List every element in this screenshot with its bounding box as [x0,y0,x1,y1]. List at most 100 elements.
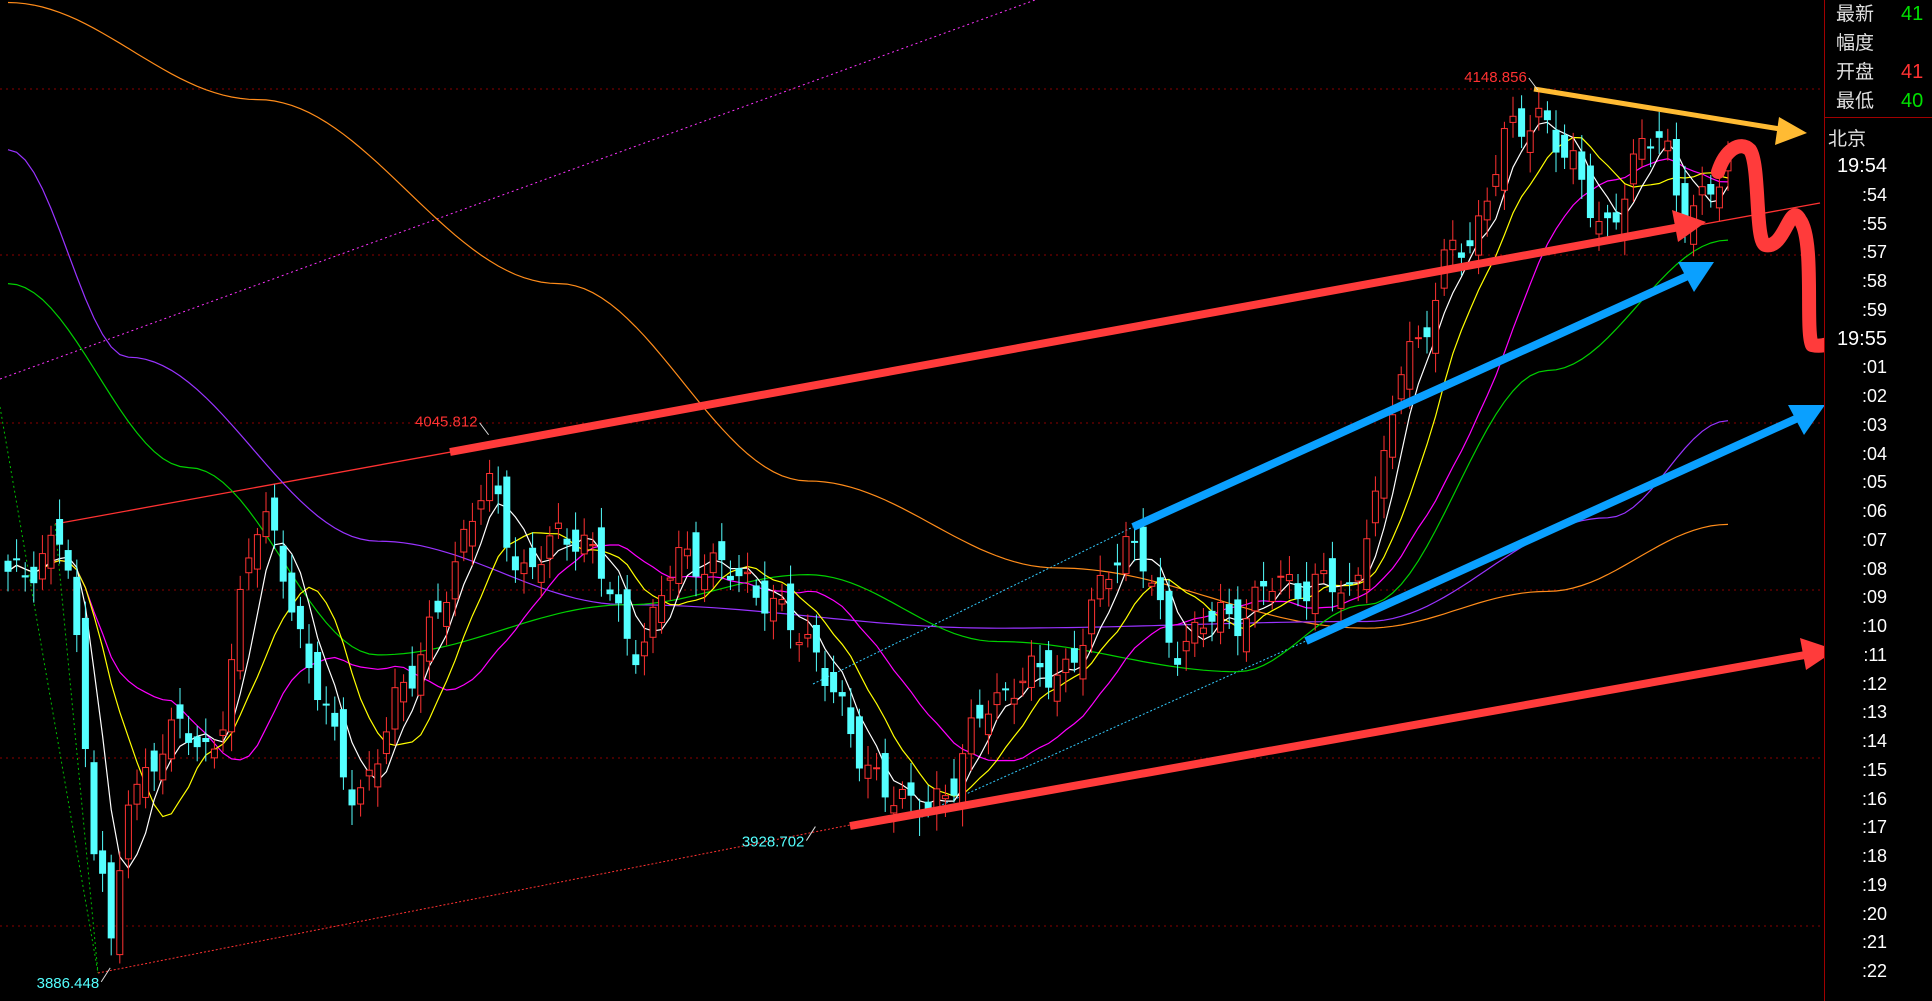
time-list[interactable]: 19:54:54:55:57:58:59 19:55:01:02:03:04:05… [1830,152,1930,986]
candle [795,632,803,662]
candle [374,749,382,807]
candle-body [56,519,64,545]
candle-body [1036,662,1044,668]
candle [116,851,124,964]
candle-body [47,534,55,569]
quote-info-panel: 最新 41 幅度 开盘 41 最低 40 [1836,0,1932,116]
candle-body [1432,299,1440,354]
candle-body [133,783,141,805]
candle [1294,573,1302,607]
candle [382,717,390,765]
candle [253,527,261,588]
candle [597,507,605,597]
time-label: :08 [1861,558,1887,579]
candle-body [1217,601,1225,633]
candle-body [30,566,38,584]
candle-body [322,703,330,706]
candle-body [382,731,390,755]
candle [529,532,537,580]
candle-body [1070,648,1078,663]
candle-body [1105,578,1113,590]
candle [38,535,46,590]
candle [1509,96,1517,138]
candle-body [1156,577,1164,601]
candle-body [339,709,347,778]
candle [709,543,717,588]
cyan-dotted-line [812,526,1134,685]
time-label: :22 [1861,961,1887,981]
candle-body [554,522,562,529]
candle-body [1698,186,1706,196]
trend-lines [0,0,1821,974]
candle-body [1586,165,1594,219]
candle-body [967,717,975,755]
time-label: :18 [1861,846,1887,866]
red-arrow-upper-head [1672,210,1706,242]
candle-body [116,870,124,956]
candle [1423,310,1431,354]
time-label: :14 [1861,731,1887,751]
candle-body [812,624,820,653]
candle [271,484,279,549]
candle-body [38,553,46,580]
candle [262,492,270,544]
ma-green-line [7,239,1729,673]
candle-body [778,599,786,605]
candle [993,673,1001,721]
red-dotted-support-line [97,824,851,974]
candle [425,600,433,680]
price-label-pointer [805,826,816,841]
time-label: :58 [1861,271,1887,291]
time-label: :19 [1861,874,1887,895]
extreme-price-label: 4045.812 [415,414,478,431]
candle [73,559,81,653]
candle [1070,630,1078,673]
candle [21,562,29,592]
candle-body [735,568,743,577]
panel-divider-horizontal [1824,117,1932,118]
candle [348,770,356,825]
candle [812,614,820,672]
time-label: :54 [1861,184,1887,205]
candlestick-chart[interactable]: 4148.856 4045.812 3928.702 3886.448 [0,0,1824,1001]
candle [984,700,992,755]
time-label: :20 [1861,903,1887,924]
low-value: 40 [1901,90,1924,112]
candle-body [503,476,511,548]
candle-body [873,767,881,770]
candle [1199,608,1207,648]
candle-body [718,541,726,561]
time-label: :05 [1861,472,1887,493]
candle [64,539,72,579]
candle-body [838,692,846,697]
red-arrow-upper [449,223,1681,456]
blue-arrow-2-head [1788,405,1824,435]
candle [1354,567,1362,602]
time-label: :02 [1861,386,1887,406]
candle [468,502,476,566]
candle [159,734,167,795]
candle [726,560,734,591]
candle [1062,648,1070,693]
candle [1165,579,1173,658]
candle-body [150,750,158,772]
candle-body [185,733,193,743]
candle-body [1019,680,1027,684]
info-row-latest: 最新 41 [1836,0,1932,29]
candle-body [1088,599,1096,635]
candle [1612,193,1620,230]
candle [460,519,468,562]
candle [236,575,244,680]
candle [1586,153,1594,228]
time-label: 19:55 [1836,327,1887,350]
candle [580,518,588,563]
candle-body [1337,592,1345,609]
candle [1543,101,1551,134]
candle-body [477,500,485,510]
candle-body [1002,688,1010,691]
green-dotted-line [0,406,99,974]
candle [623,575,631,656]
candle [649,599,657,654]
orange-arrow [1533,86,1781,132]
candle [675,530,683,598]
